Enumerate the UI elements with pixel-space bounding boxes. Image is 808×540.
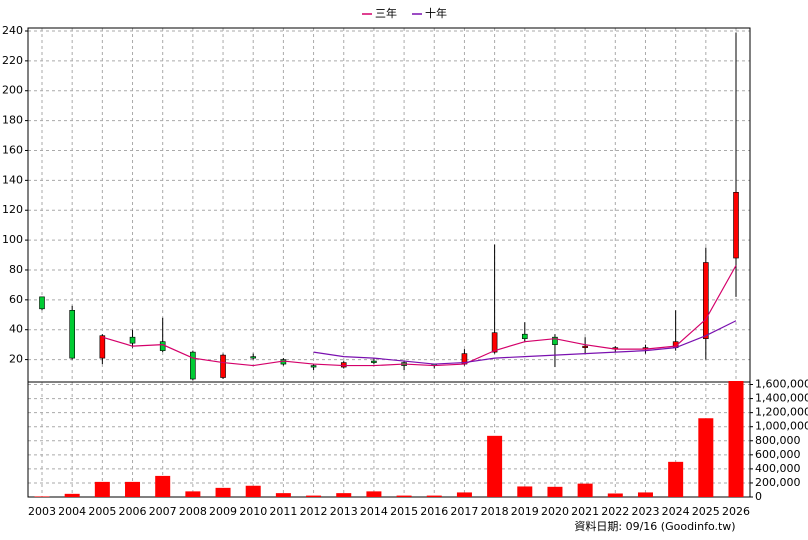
y-tick-label: 100 xyxy=(2,233,23,246)
y-tick-label: 40 xyxy=(9,323,23,336)
x-tick-label: 2021 xyxy=(571,505,599,518)
x-tick-label: 2014 xyxy=(360,505,388,518)
volume-bar xyxy=(125,481,141,497)
y-tick-label: 140 xyxy=(2,173,23,186)
x-tick-label: 2018 xyxy=(481,505,509,518)
volume-bar xyxy=(547,486,563,497)
x-tick-label: 2003 xyxy=(28,505,56,518)
ma-line xyxy=(102,265,737,367)
volume-bar xyxy=(607,493,623,497)
x-tick-label: 2007 xyxy=(149,505,177,518)
volume-bar xyxy=(517,486,533,497)
candle-body xyxy=(159,341,166,351)
volume-bar xyxy=(728,381,744,497)
y2-tick-label: 1,200,000 xyxy=(755,406,808,419)
x-tick-label: 2006 xyxy=(119,505,147,518)
candle-body xyxy=(190,351,196,380)
x-tick-label: 2025 xyxy=(692,505,720,518)
volume-bar xyxy=(306,495,322,497)
x-tick-label: 2009 xyxy=(209,505,237,518)
candle-body xyxy=(250,356,257,359)
candle-body xyxy=(129,336,136,344)
x-tick-label: 2016 xyxy=(420,505,448,518)
candle-body xyxy=(99,335,106,359)
y-tick-label: 80 xyxy=(9,263,23,276)
y-tick-label: 60 xyxy=(9,293,23,306)
y2-tick-label: 800,000 xyxy=(755,434,801,447)
candle-body xyxy=(491,332,498,353)
y2-tick-label: 1,000,000 xyxy=(755,420,808,433)
candle-body xyxy=(552,336,558,345)
footer: 資料日期: 09/16 (Goodinfo.tw) xyxy=(574,519,735,533)
y2-tick-label: 400,000 xyxy=(755,462,801,475)
x-tick-label: 2004 xyxy=(58,505,86,518)
y-tick-label: 120 xyxy=(2,203,23,216)
volume-bar xyxy=(275,493,291,497)
volume-bar xyxy=(64,493,80,497)
y-tick-label: 220 xyxy=(2,54,23,67)
candle-body xyxy=(310,365,317,368)
candle-body xyxy=(521,333,528,339)
candle-body xyxy=(371,360,377,363)
x-tick-label: 2015 xyxy=(390,505,418,518)
volume-bar xyxy=(698,418,714,497)
volume-bar xyxy=(577,483,593,497)
candle-body xyxy=(703,262,709,339)
y2-tick-label: 1,600,000 xyxy=(755,378,808,391)
volume-bar xyxy=(396,495,412,497)
x-tick-label: 2008 xyxy=(179,505,207,518)
candle-body xyxy=(39,296,45,310)
x-tick-label: 2019 xyxy=(511,505,539,518)
volume-bar xyxy=(668,461,684,497)
y2-tick-label: 200,000 xyxy=(755,476,801,489)
x-tick-label: 2022 xyxy=(601,505,629,518)
x-tick-label: 2012 xyxy=(300,505,328,518)
volume-bar xyxy=(155,475,171,497)
x-tick-label: 2013 xyxy=(330,505,358,518)
y-tick-label: 20 xyxy=(9,353,23,366)
candle-body xyxy=(69,310,75,359)
candle-body xyxy=(733,192,739,259)
volume-bar xyxy=(245,485,261,497)
volume-bar xyxy=(637,492,653,497)
volume-bar xyxy=(94,481,110,497)
x-tick-label: 2024 xyxy=(662,505,690,518)
y-tick-label: 160 xyxy=(2,143,23,156)
legend-label: 三年 xyxy=(375,6,397,20)
ma-line xyxy=(313,320,737,365)
volume-bar xyxy=(185,491,201,497)
x-tick-label: 2010 xyxy=(239,505,267,518)
volume-bar xyxy=(487,435,503,497)
x-tick-label: 2017 xyxy=(450,505,478,518)
candle-body xyxy=(220,354,226,378)
volume-bar xyxy=(366,491,382,497)
x-tick-label: 2023 xyxy=(631,505,659,518)
y2-tick-label: 0 xyxy=(755,490,762,503)
y2-tick-label: 600,000 xyxy=(755,448,801,461)
x-tick-label: 2011 xyxy=(269,505,297,518)
volume-bar xyxy=(34,496,50,497)
legend-label: 十年 xyxy=(425,6,447,20)
volume-bar xyxy=(336,493,352,497)
y2-tick-label: 1,400,000 xyxy=(755,392,808,405)
candle-body xyxy=(340,362,347,368)
volume-bar xyxy=(215,487,231,497)
candle-body xyxy=(582,345,588,348)
plot-frame xyxy=(27,27,751,498)
y-tick-label: 180 xyxy=(2,114,23,127)
volume-bar xyxy=(456,492,472,497)
volume-bar xyxy=(426,495,442,497)
y-tick-label: 200 xyxy=(2,84,23,97)
x-tick-label: 2026 xyxy=(722,505,750,518)
x-tick-label: 2005 xyxy=(88,505,116,518)
y-tick-label: 240 xyxy=(2,24,23,37)
x-tick-label: 2020 xyxy=(541,505,569,518)
